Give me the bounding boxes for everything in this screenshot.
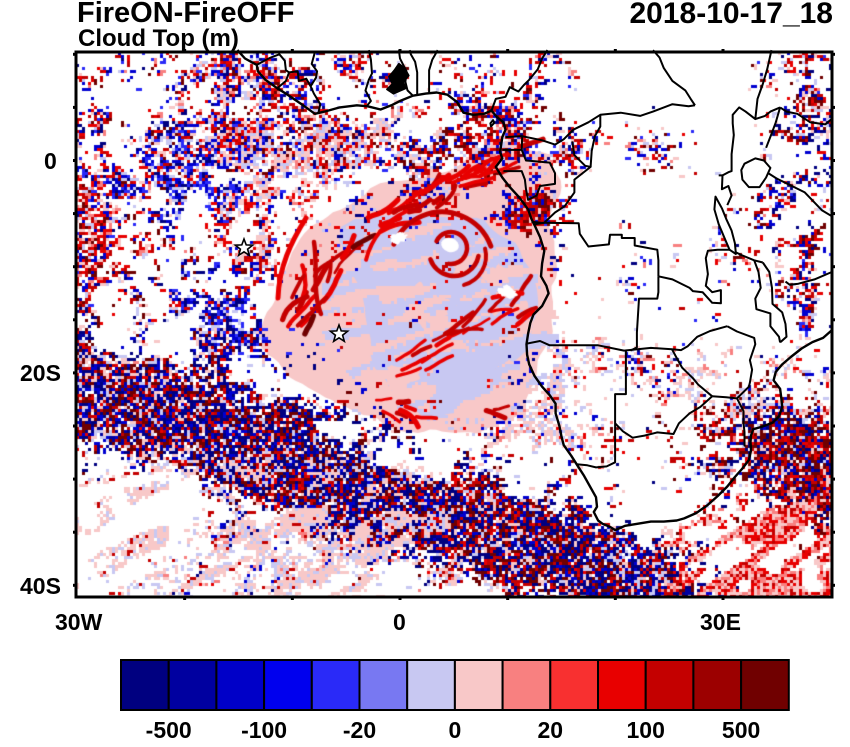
svg-text:0: 0	[449, 717, 462, 743]
svg-text:-100: -100	[241, 717, 287, 743]
svg-text:-20: -20	[343, 717, 376, 743]
svg-text:100: 100	[627, 717, 665, 743]
svg-text:500: 500	[722, 717, 760, 743]
svg-text:-500: -500	[146, 717, 192, 743]
svg-text:20: 20	[538, 717, 564, 743]
